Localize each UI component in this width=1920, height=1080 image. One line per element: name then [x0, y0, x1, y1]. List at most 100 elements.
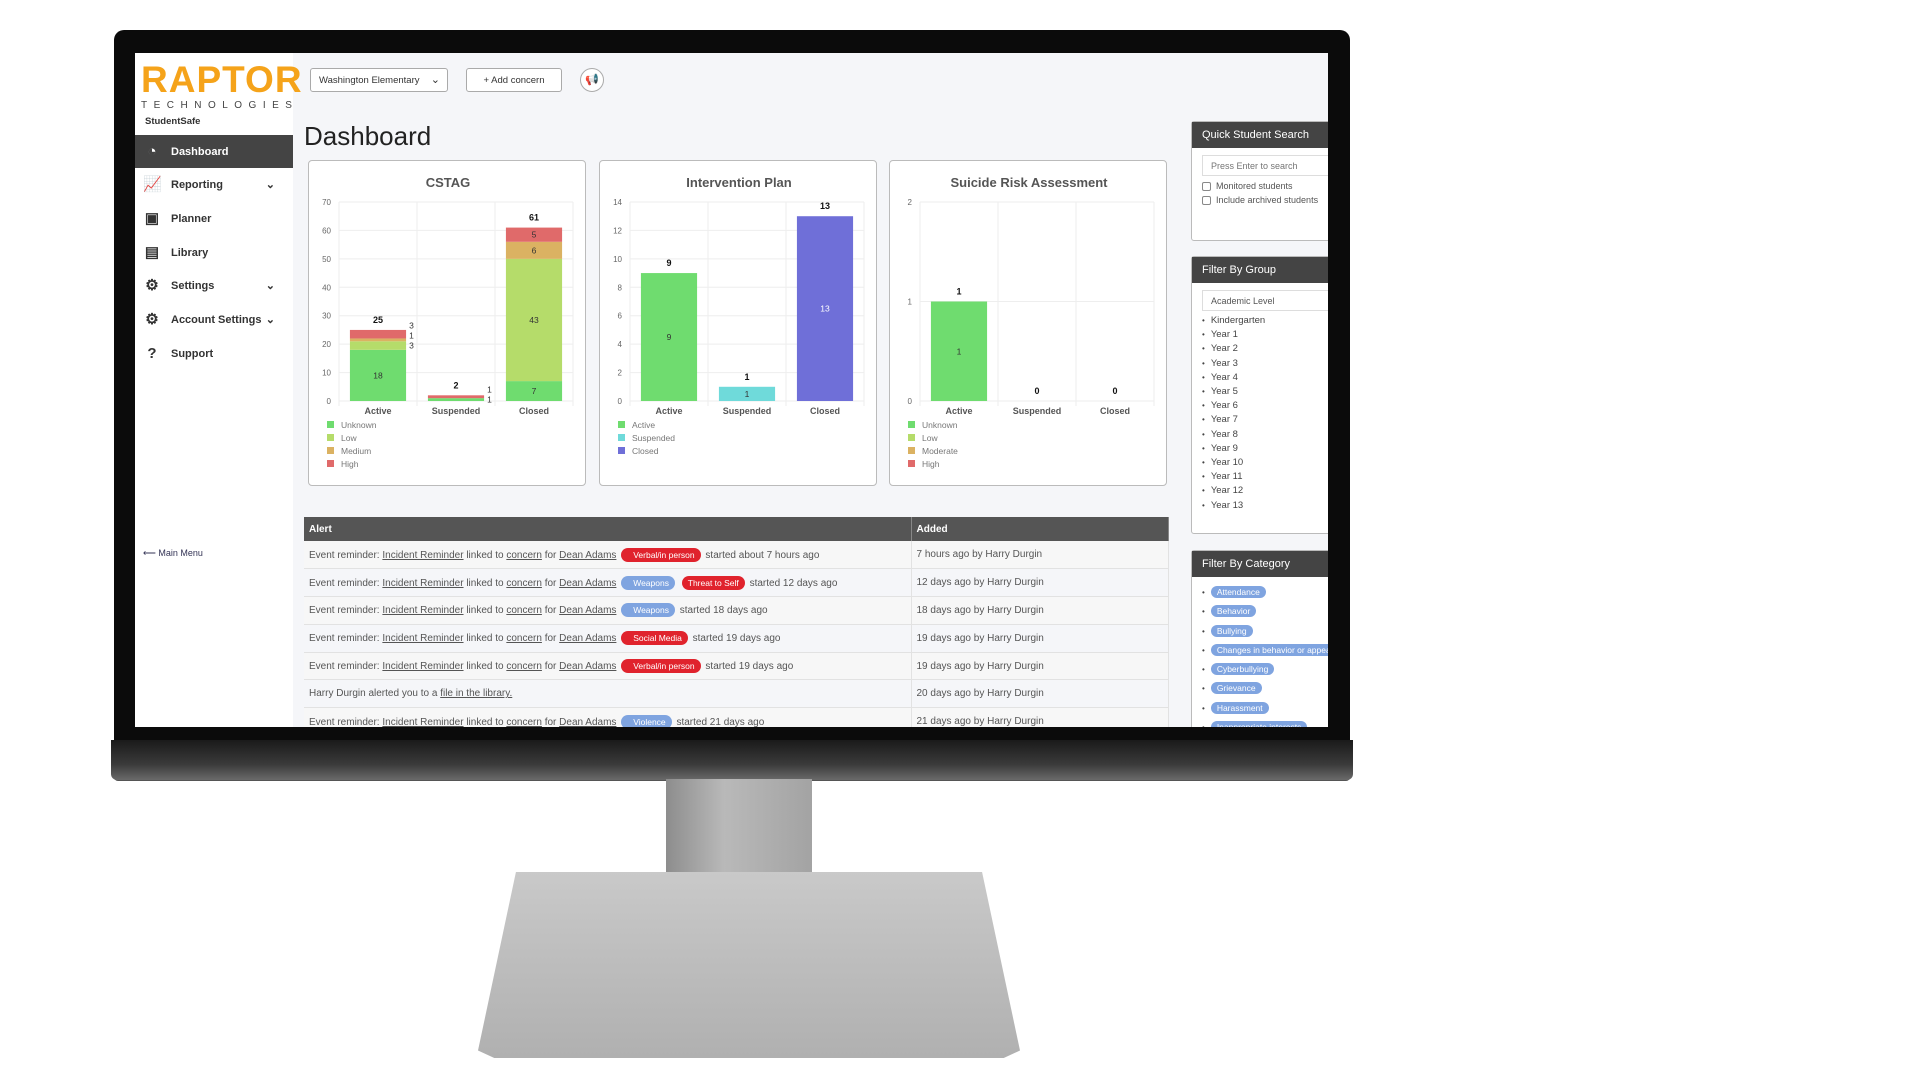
legend-label[interactable]: High: [341, 459, 359, 469]
legend-label[interactable]: Moderate: [922, 446, 958, 456]
group-item[interactable]: Kindergarten: [1202, 314, 1328, 328]
group-item[interactable]: Year 1: [1202, 328, 1328, 342]
category-item[interactable]: Changes in behavior or appearance: [1202, 641, 1328, 660]
bar-segment[interactable]: [349, 341, 407, 350]
incident-reminder-link[interactable]: Incident Reminder: [382, 549, 464, 561]
incident-reminder-link[interactable]: Incident Reminder: [382, 633, 464, 645]
sidebar-item-dashboard[interactable]: ◔ Dashboard: [135, 135, 293, 168]
student-link[interactable]: Dean Adams: [559, 605, 617, 617]
category-item[interactable]: Grievance: [1202, 679, 1328, 698]
category-item[interactable]: Inappropriate interests: [1202, 718, 1328, 727]
category-item[interactable]: Behavior: [1202, 602, 1328, 621]
sidebar-item-reporting[interactable]: 📈 Reporting ⌄: [135, 168, 293, 201]
student-link[interactable]: Dean Adams: [559, 549, 617, 561]
group-item[interactable]: Year 5: [1202, 385, 1328, 399]
student-link[interactable]: Dean Adams: [559, 577, 617, 589]
sidebar-item-planner[interactable]: ▣ Planner: [135, 202, 293, 235]
alert-column-header[interactable]: Alert: [304, 517, 912, 541]
group-item[interactable]: Year 10: [1202, 456, 1328, 470]
table-row[interactable]: Event reminder: Incident Reminder linked…: [304, 541, 1169, 570]
concern-link[interactable]: concern: [506, 661, 542, 673]
raptor-logo[interactable]: RAPTOR TECHNOLOGIES: [141, 61, 303, 111]
legend-swatch[interactable]: [327, 434, 334, 441]
legend-label[interactable]: Low: [341, 433, 357, 443]
monitored-students-checkbox[interactable]: Monitored students: [1192, 179, 1328, 193]
concern-link[interactable]: concern: [506, 577, 542, 589]
bar-segment[interactable]: [349, 338, 407, 342]
table-row[interactable]: Event reminder: Incident Reminder linked…: [304, 652, 1169, 681]
student-link[interactable]: Dean Adams: [559, 633, 617, 645]
group-item[interactable]: Year 4: [1202, 371, 1328, 385]
legend-label[interactable]: Unknown: [922, 420, 958, 430]
table-row[interactable]: Event reminder: Incident Reminder linked…: [304, 596, 1169, 625]
bar-segment[interactable]: [349, 349, 407, 401]
bar-segment[interactable]: [796, 216, 854, 401]
legend-swatch[interactable]: [908, 434, 915, 441]
legend-swatch[interactable]: [327, 421, 334, 428]
legend-swatch[interactable]: [327, 460, 334, 467]
bar-segment[interactable]: [349, 329, 407, 339]
sidebar-item-account-settings[interactable]: ⚙ Account Settings ⌄: [135, 303, 293, 336]
legend-label[interactable]: Unknown: [341, 420, 377, 430]
legend-label[interactable]: Low: [922, 433, 938, 443]
legend-swatch[interactable]: [908, 460, 915, 467]
group-item[interactable]: Year 9: [1202, 442, 1328, 456]
concern-link[interactable]: concern: [506, 633, 542, 645]
legend-label[interactable]: High: [922, 459, 940, 469]
sidebar-item-library[interactable]: ▤ Library: [135, 236, 293, 269]
legend-swatch[interactable]: [908, 421, 915, 428]
legend-label[interactable]: Suspended: [632, 433, 675, 443]
category-item[interactable]: Bullying: [1202, 622, 1328, 641]
megaphone-icon[interactable]: 📢: [580, 68, 604, 92]
group-item[interactable]: Year 6: [1202, 399, 1328, 413]
table-row[interactable]: Event reminder: Incident Reminder linked…: [304, 568, 1169, 598]
table-row[interactable]: Harry Durgin alerted you to a file in th…: [304, 679, 1169, 709]
sidebar-item-settings[interactable]: ⚙ Settings ⌄: [135, 269, 293, 302]
bar-segment[interactable]: [930, 301, 988, 402]
legend-swatch[interactable]: [618, 447, 625, 454]
group-item[interactable]: Year 11: [1202, 470, 1328, 484]
incident-reminder-link[interactable]: Incident Reminder: [382, 716, 464, 727]
bar-segment[interactable]: [427, 398, 485, 401]
concern-link[interactable]: concern: [506, 549, 542, 561]
bar-segment[interactable]: [427, 395, 485, 399]
sidebar-item-support[interactable]: ? Support: [135, 337, 293, 370]
include-archived-checkbox[interactable]: Include archived students: [1192, 193, 1328, 207]
incident-reminder-link[interactable]: Incident Reminder: [382, 661, 464, 673]
bar-segment[interactable]: [640, 273, 698, 401]
added-column-header[interactable]: Added: [911, 517, 1169, 541]
library-file-link[interactable]: file in the library.: [440, 688, 513, 700]
legend-label[interactable]: Medium: [341, 446, 371, 456]
incident-reminder-link[interactable]: Incident Reminder: [382, 577, 464, 589]
student-link[interactable]: Dean Adams: [559, 716, 617, 727]
category-item[interactable]: Harassment: [1202, 699, 1328, 718]
table-row[interactable]: Event reminder: Incident Reminder linked…: [304, 707, 1169, 727]
bar-segment[interactable]: [505, 258, 563, 382]
group-item[interactable]: Year 3: [1202, 357, 1328, 371]
legend-label[interactable]: Active: [632, 420, 655, 430]
main-menu-link[interactable]: ⟵ Main Menu: [143, 548, 203, 558]
concern-link[interactable]: concern: [506, 716, 542, 727]
bar-segment[interactable]: [505, 227, 563, 242]
bar-segment[interactable]: [505, 381, 563, 401]
legend-swatch[interactable]: [908, 447, 915, 454]
legend-swatch[interactable]: [618, 421, 625, 428]
bar-segment[interactable]: [718, 386, 776, 401]
category-item[interactable]: Cyberbullying: [1202, 660, 1328, 679]
table-row[interactable]: Event reminder: Incident Reminder linked…: [304, 624, 1169, 653]
group-item[interactable]: Year 7: [1202, 413, 1328, 427]
category-item[interactable]: Attendance: [1202, 583, 1328, 602]
bar-segment[interactable]: [505, 241, 563, 259]
student-search-input[interactable]: [1202, 155, 1328, 176]
school-select[interactable]: Washington Elementary ⌄: [310, 68, 448, 92]
incident-reminder-link[interactable]: Incident Reminder: [382, 605, 464, 617]
academic-level-select[interactable]: [1202, 290, 1328, 311]
legend-label[interactable]: Closed: [632, 446, 659, 456]
group-item[interactable]: Year 13: [1202, 499, 1328, 513]
group-item[interactable]: Year 8: [1202, 428, 1328, 442]
concern-link[interactable]: concern: [506, 605, 542, 617]
legend-swatch[interactable]: [327, 447, 334, 454]
group-item[interactable]: Year 12: [1202, 484, 1328, 498]
student-link[interactable]: Dean Adams: [559, 661, 617, 673]
legend-swatch[interactable]: [618, 434, 625, 441]
